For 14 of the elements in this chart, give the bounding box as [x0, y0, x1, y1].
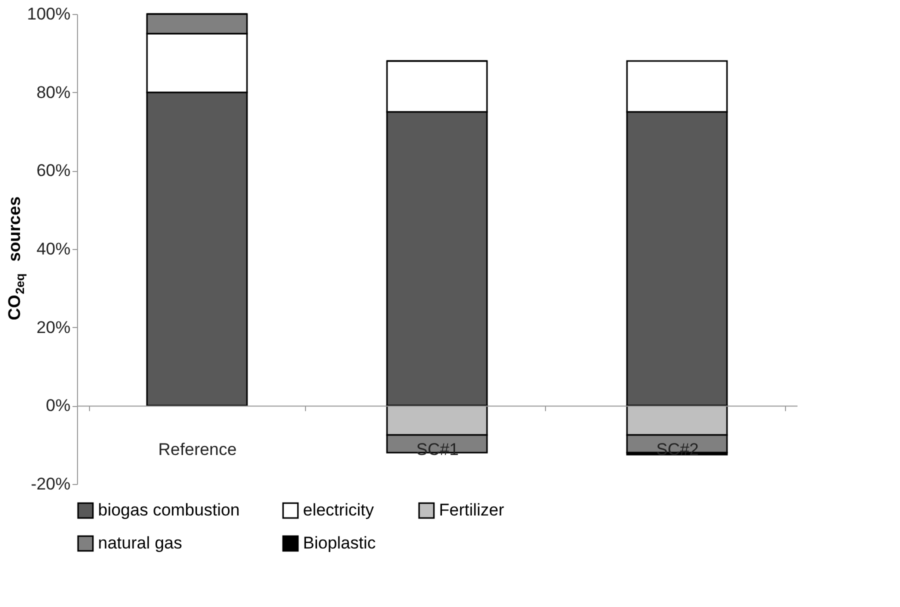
y-tick-label: 40% — [36, 240, 70, 258]
y-tick-label: 80% — [36, 82, 70, 102]
legend-label: natural gas — [98, 534, 182, 552]
legend-label: Fertilizer — [439, 500, 505, 520]
y-tick-label: 100% — [27, 4, 70, 24]
legend-label: electricity — [303, 500, 374, 520]
legend-label: Bioplastic — [303, 534, 376, 552]
y-axis-title: CO2eq sources — [5, 196, 27, 320]
x-tick-label: Reference — [158, 440, 237, 460]
y-tick-label: -20% — [30, 474, 70, 494]
legend-label: biogas combustion — [98, 500, 240, 520]
y-tick-label: 60% — [36, 161, 70, 180]
y-tick-label: 20% — [36, 318, 70, 337]
y-tick-label: 0% — [46, 396, 70, 416]
